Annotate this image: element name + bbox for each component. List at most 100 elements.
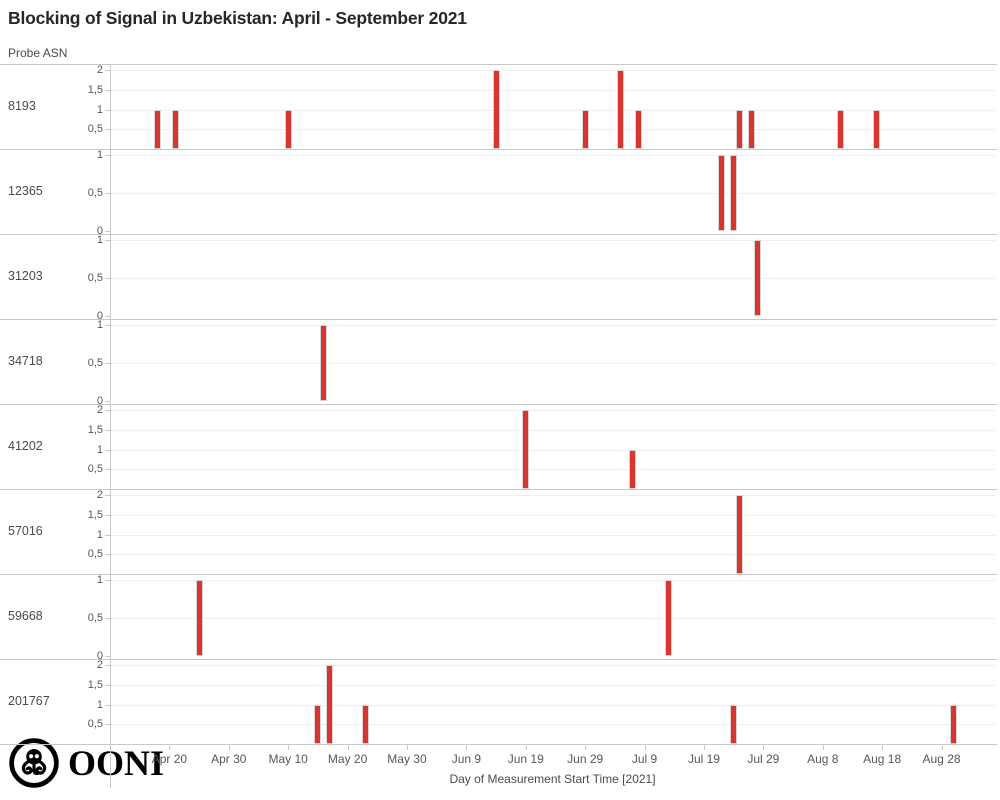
- bar[interactable]: [617, 70, 625, 149]
- x-tick-mark: [288, 744, 290, 750]
- bar[interactable]: [635, 109, 643, 149]
- bar[interactable]: [492, 70, 500, 149]
- y-tick-label: 0,5: [87, 272, 103, 284]
- y-gridline: [110, 363, 995, 364]
- x-tick-mark: [347, 744, 349, 750]
- y-tick-label: 0,5: [87, 123, 103, 136]
- y-tick-label: 2: [96, 489, 103, 501]
- y-gridline: [110, 704, 995, 706]
- bar[interactable]: [314, 704, 322, 744]
- y-gridline: [110, 129, 995, 131]
- bar[interactable]: [730, 704, 738, 744]
- bar[interactable]: [837, 109, 845, 149]
- y-gridline: [110, 684, 995, 686]
- chart-title: Blocking of Signal in Uzbekistan: April …: [8, 8, 467, 28]
- asn-row-label: 12365: [8, 183, 43, 198]
- x-tick-label: Aug 18: [863, 752, 902, 766]
- y-gridline: [110, 193, 995, 194]
- bar[interactable]: [718, 155, 726, 231]
- y-gridline: [110, 89, 995, 91]
- y-tick-label: 0,5: [87, 463, 103, 476]
- y-tick-mark: [105, 129, 110, 131]
- bar[interactable]: [320, 325, 328, 401]
- bar[interactable]: [581, 109, 589, 149]
- y-tick-label: 0: [96, 310, 103, 322]
- y-axis-title: Probe ASN: [8, 46, 68, 60]
- x-tick-label: Jul 29: [747, 752, 780, 766]
- bar[interactable]: [753, 240, 761, 316]
- x-tick-mark: [941, 744, 943, 750]
- bar[interactable]: [284, 109, 292, 149]
- x-tick-label: Jun 19: [507, 752, 544, 766]
- y-tick-label: 1: [96, 528, 103, 541]
- bar[interactable]: [949, 704, 957, 744]
- x-tick-label: Apr 20: [151, 752, 188, 766]
- y-tick-mark: [105, 363, 110, 364]
- asn-row-label: 8193: [8, 98, 36, 113]
- bar[interactable]: [154, 109, 162, 149]
- x-tick-mark: [644, 744, 646, 750]
- x-tick-label: Apr 30: [211, 752, 247, 766]
- y-tick-label: 0: [96, 395, 103, 407]
- row-boundary-line: [0, 744, 997, 745]
- bar[interactable]: [522, 410, 530, 489]
- y-tick-label: 0,5: [87, 548, 103, 561]
- y-tick-mark: [105, 656, 110, 657]
- y-tick-mark: [105, 618, 110, 619]
- x-tick-mark: [703, 744, 705, 750]
- y-tick-mark: [105, 109, 110, 111]
- y-tick-label: 2: [96, 659, 103, 671]
- y-gridline: [110, 514, 995, 516]
- x-tick-label: Aug 28: [922, 752, 961, 766]
- row-boundary-line: [0, 574, 997, 575]
- bar[interactable]: [629, 449, 637, 489]
- x-tick-label: Jul 19: [687, 752, 720, 766]
- x-tick-mark: [822, 744, 824, 750]
- y-tick-label: 1: [96, 574, 103, 586]
- y-tick-label: 2: [96, 64, 103, 76]
- asn-row-label: 31203: [8, 268, 43, 283]
- y-gridline: [110, 410, 995, 411]
- y-tick-mark: [105, 240, 110, 241]
- y-tick-mark: [105, 554, 110, 556]
- y-gridline: [110, 554, 995, 556]
- bar[interactable]: [736, 495, 744, 574]
- x-tick-mark: [466, 744, 468, 750]
- x-tick-mark: [169, 744, 171, 750]
- y-tick-label: 1: [96, 443, 103, 456]
- bar[interactable]: [171, 109, 179, 149]
- y-tick-mark: [105, 70, 110, 71]
- y-tick-mark: [105, 684, 110, 686]
- x-tick-label: Jun 29: [567, 752, 604, 766]
- x-tick-label: Aug 8: [807, 752, 839, 766]
- y-gridline: [110, 534, 995, 536]
- bar[interactable]: [872, 109, 880, 149]
- y-tick-label: 0,5: [87, 357, 103, 369]
- ooni-octopus-icon: [8, 737, 60, 789]
- bar[interactable]: [195, 580, 203, 656]
- row-boundary-line: [0, 404, 997, 405]
- y-tick-label: 1,5: [87, 423, 103, 436]
- y-gridline: [110, 580, 995, 581]
- bar[interactable]: [747, 109, 755, 149]
- y-tick-mark: [105, 316, 110, 317]
- y-gridline: [110, 449, 995, 451]
- bar[interactable]: [736, 109, 744, 149]
- y-tick-mark: [105, 325, 110, 326]
- asn-row-label: 201767: [8, 693, 50, 708]
- y-gridline: [110, 469, 995, 471]
- y-tick-label: 1: [96, 149, 103, 161]
- y-tick-label: 1: [96, 319, 103, 331]
- y-tick-mark: [105, 665, 110, 666]
- y-tick-label: 2: [96, 404, 103, 416]
- y-tick-label: 0,5: [87, 612, 103, 624]
- y-gridline: [110, 155, 995, 156]
- bar[interactable]: [664, 580, 672, 656]
- row-boundary-line: [0, 234, 997, 235]
- bar[interactable]: [361, 704, 369, 744]
- asn-row-label: 57016: [8, 523, 43, 538]
- y-tick-mark: [105, 514, 110, 516]
- x-tick-mark: [525, 744, 527, 750]
- bar[interactable]: [730, 155, 738, 231]
- bar[interactable]: [326, 665, 334, 744]
